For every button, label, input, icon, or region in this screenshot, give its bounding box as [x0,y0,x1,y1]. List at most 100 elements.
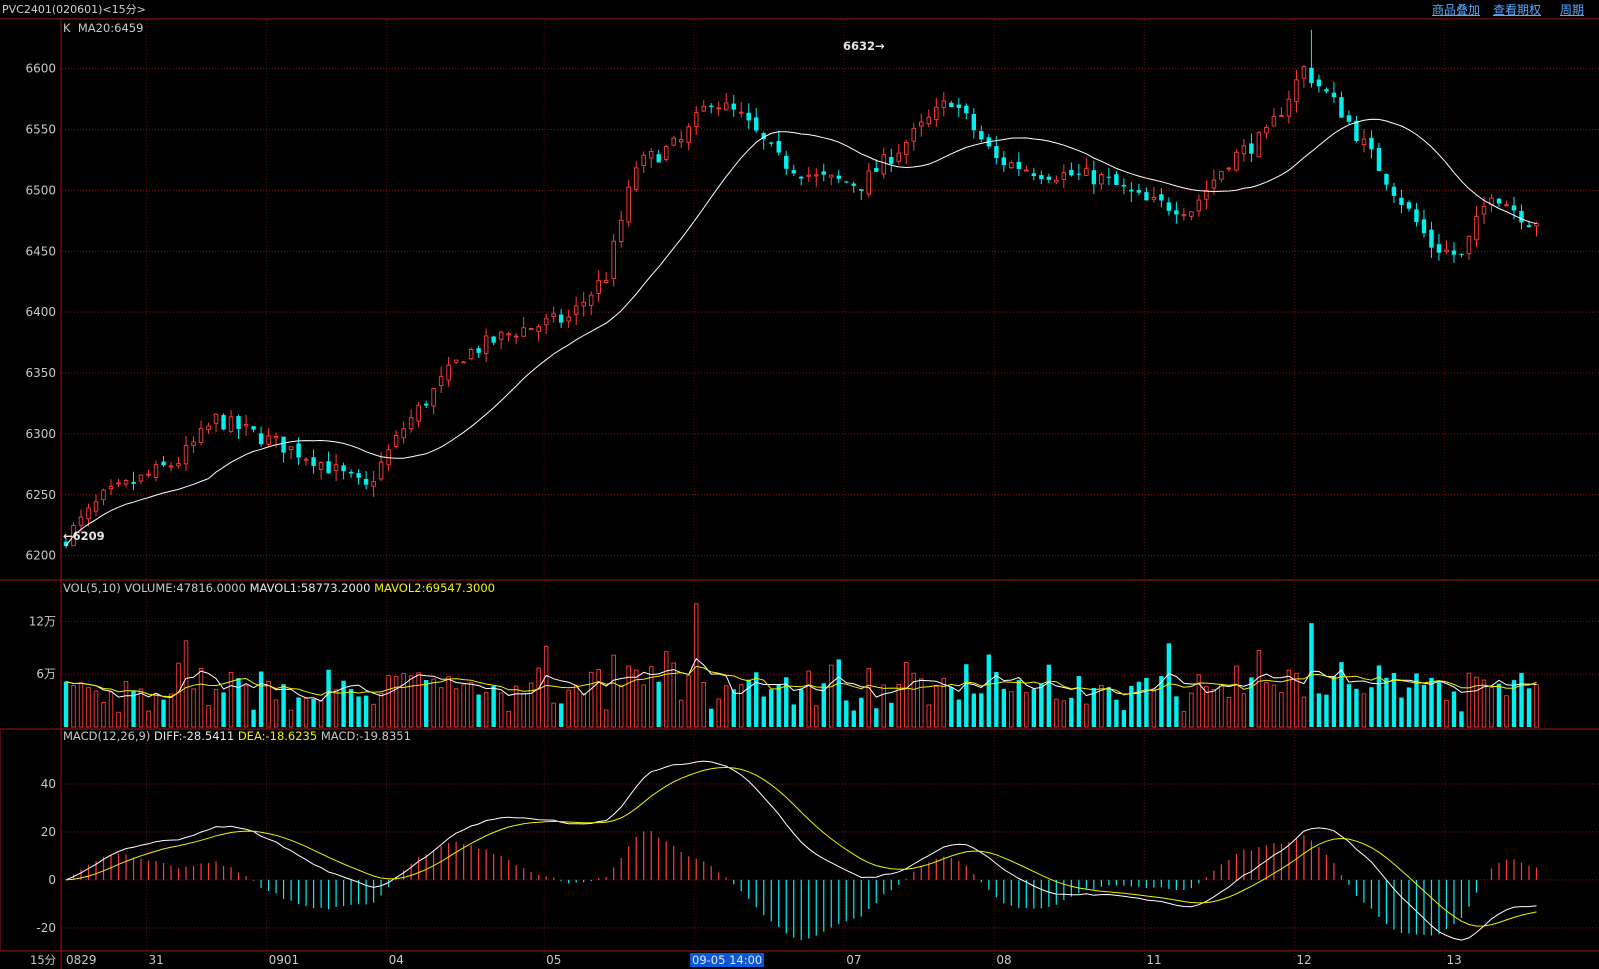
volume-bar [1174,696,1179,727]
volume-bar [896,684,902,728]
volume-bar [776,684,781,727]
menu-product-overlay[interactable]: 商品叠加 [1432,3,1481,17]
candle-body [1159,194,1164,201]
volume-bar [198,667,204,728]
candle-body [889,157,894,164]
price-tick-label: 6250 [25,488,56,502]
candle-body [536,326,541,332]
volume-bar [971,693,977,727]
candle-body [844,181,849,183]
volume-bar [1399,697,1404,727]
volume-bar [146,710,151,728]
volume-bar [941,677,947,728]
candle-body [1346,115,1352,122]
candle-body [859,189,864,191]
volume-bar [311,699,316,727]
volume-bar [303,697,309,728]
volume-bar [123,681,129,728]
volume-bar [116,711,121,728]
volume-bar [1211,688,1217,728]
candle-body [716,107,721,110]
candle-body [393,434,399,447]
x-tick-label: 08 [996,953,1011,967]
candle-body [1414,209,1419,223]
volume-bar [588,671,594,728]
candle-body [153,464,159,478]
volume-bar [461,684,466,728]
candle-body [1046,176,1052,180]
volume-bar [258,671,264,727]
volume-bar [1526,688,1532,727]
macd-tick-label: 40 [41,777,56,791]
volume-bar [408,675,414,728]
volume-bar [1519,672,1524,727]
candle-body [926,116,932,125]
candle-body [356,473,361,478]
volume-bar [1031,688,1037,727]
candle-body [198,427,204,444]
volume-bar [288,709,294,728]
dea-value: DEA:-18.6235 [237,729,318,743]
candle-body [93,501,99,512]
candle-body [761,133,766,140]
volume-bar [281,684,286,727]
menu-period[interactable]: 周期 [1560,3,1585,17]
volume-bar [1241,693,1247,728]
candle-body [1279,114,1284,117]
candle-body [588,294,594,306]
volume-bar [1091,687,1097,727]
ma20-line [65,118,1537,547]
x-tick-label: 0901 [269,953,300,967]
x-tick-label: 04 [389,953,404,967]
volume-bar [543,645,549,728]
volume-bar [1279,692,1284,728]
candle-body [236,416,241,429]
volume-bar [671,662,676,728]
candle-body [1301,66,1307,79]
candle-body [746,112,751,121]
candle-body [693,112,699,127]
candle-body [1309,67,1314,84]
candle-body [521,327,526,337]
candle-body [1226,167,1232,170]
volume-bar [1046,664,1052,727]
volume-bar [769,689,774,727]
candle-body [363,478,369,485]
candle-body [101,489,106,501]
candle-body [1369,137,1374,150]
volume-bar [1189,692,1194,728]
menu-view-options[interactable]: 查看期权 [1493,3,1542,17]
candle-body [633,167,639,190]
x-tick-label: 31 [149,953,164,967]
x-tick-label: 0829 [66,953,97,967]
candle-body [513,335,519,338]
candle-body [1429,229,1434,248]
volume-bar [949,687,954,727]
candle-body [1361,138,1367,145]
candle-body [213,413,219,424]
volume-bar [1099,684,1104,728]
volume-bar [1181,710,1187,728]
volume-bar [738,684,744,728]
candle-body [709,105,714,107]
candle-body [296,443,301,458]
volume-bar [363,695,369,727]
candle-body [1091,170,1097,185]
candle-body [626,186,631,223]
volume-bar [1444,699,1449,728]
volume-bar [491,686,496,727]
candle-body [994,146,999,159]
candle-body [378,461,384,480]
volume-bar [1226,696,1232,728]
volume-bar [656,681,661,727]
volume-bar [1391,672,1397,727]
candle-body [1054,179,1059,183]
volume-bar [498,692,504,728]
volume-bar [678,699,684,728]
volume-bar [1451,691,1457,727]
x-tick-label: 07 [846,953,861,967]
volume-bar [416,672,421,728]
volume-bar [611,654,616,728]
candle-body [1031,173,1037,177]
